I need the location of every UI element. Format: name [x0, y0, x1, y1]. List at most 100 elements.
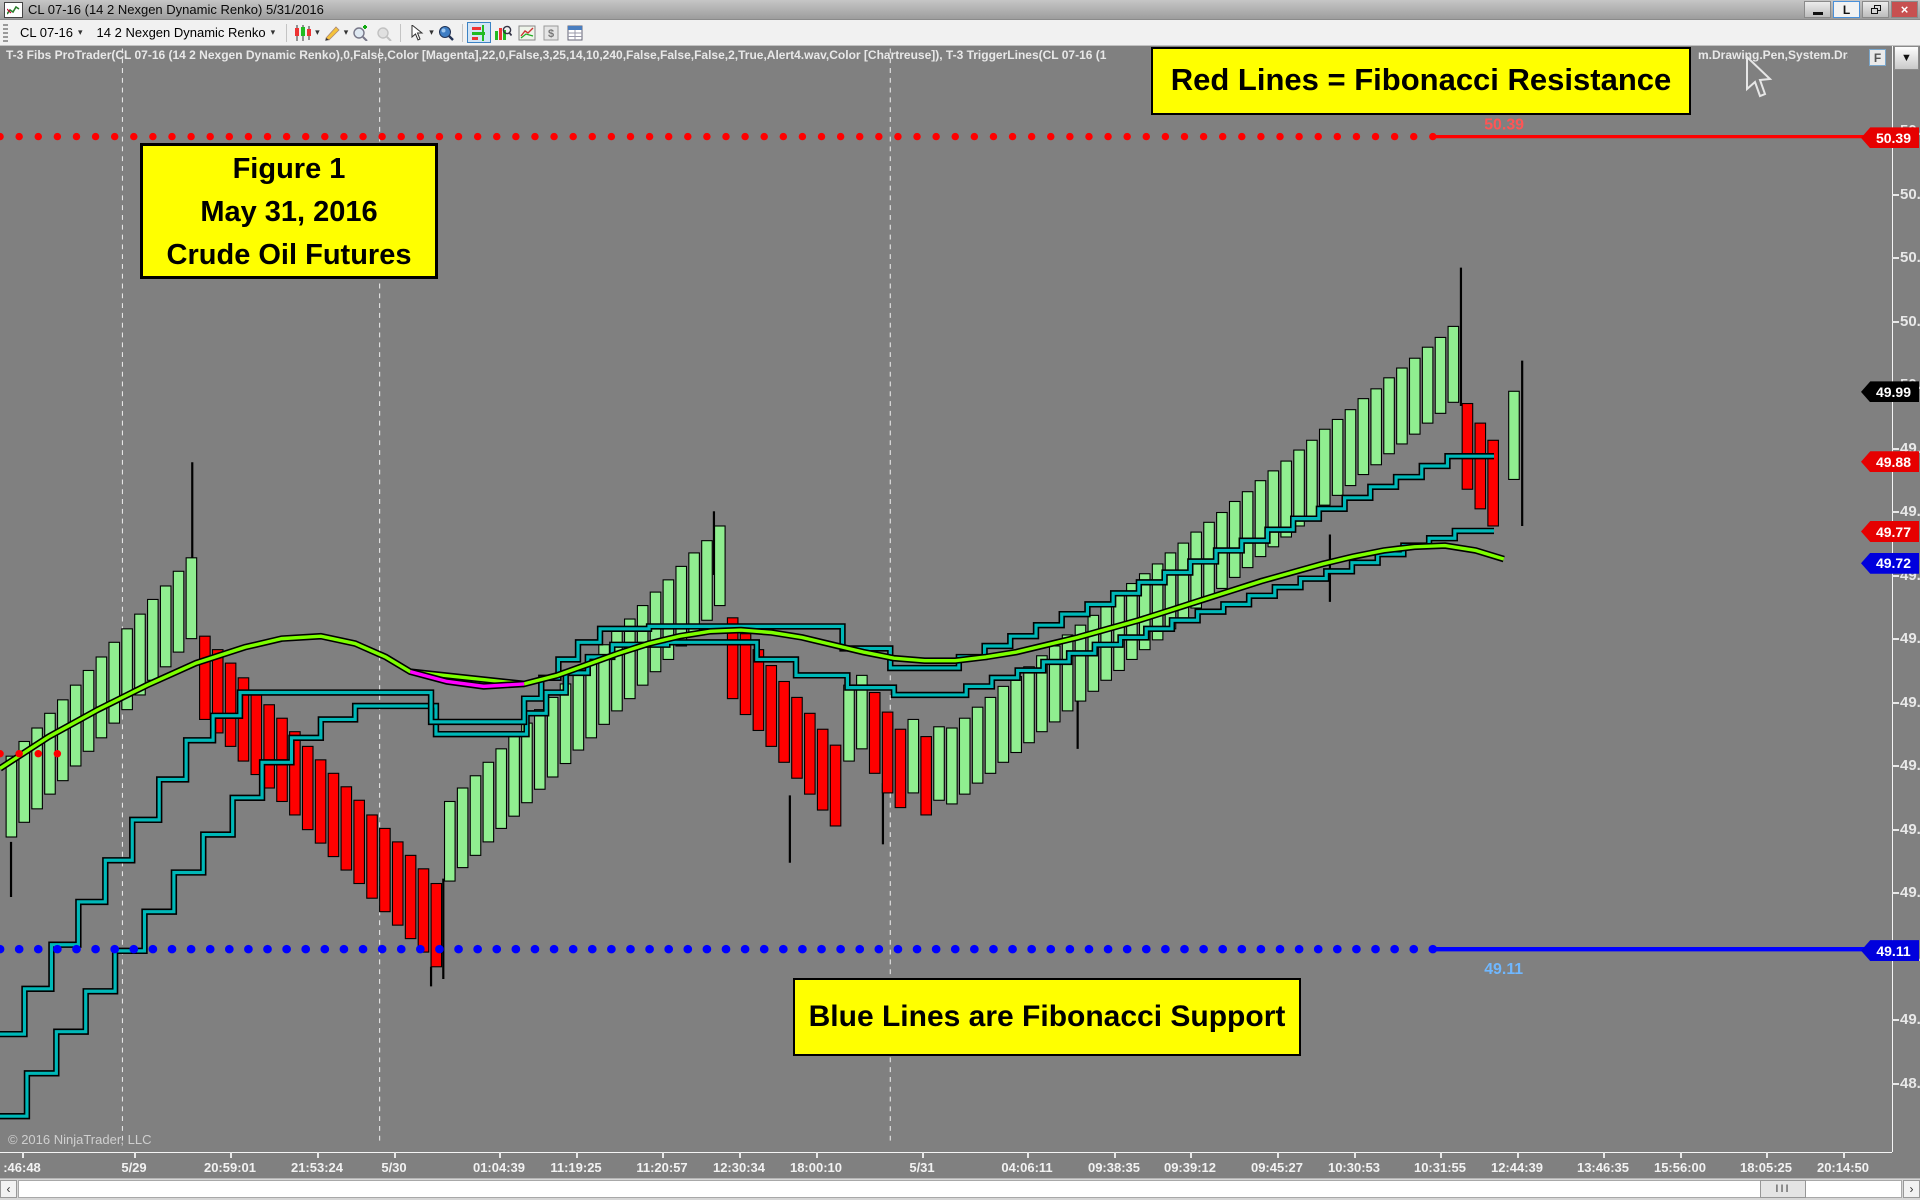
time-axis-label: 20:14:50 [1816, 1160, 1870, 1175]
instrument-selector[interactable]: CL 07-16 ▾ [13, 23, 90, 42]
scroll-right-button[interactable]: › [1903, 1180, 1920, 1198]
fixed-scale-button[interactable]: F [1869, 49, 1886, 66]
account-dollar-button[interactable]: $ [539, 22, 563, 43]
price-tick [1892, 257, 1899, 259]
time-axis-label: 09:38:35 [1087, 1160, 1141, 1175]
time-axis-label: 09:39:12 [1163, 1160, 1217, 1175]
data-series-button[interactable] [466, 22, 491, 43]
chart-canvas[interactable]: 50.39 49.11 [0, 46, 1892, 1148]
figure-annotation[interactable]: Figure 1 May 31, 2016 Crude Oil Futures [140, 143, 438, 279]
bars-period-icon [494, 25, 512, 40]
chart-style-button[interactable] [291, 22, 315, 43]
price-tick [1892, 574, 1899, 577]
fib-price-label: 50.39 [1484, 116, 1524, 133]
time-axis-label: 18:05:25 [1739, 1160, 1793, 1175]
time-tick [662, 1152, 664, 1158]
renko-brick [1293, 449, 1305, 527]
renko-brick [739, 633, 752, 716]
renko-brick [1023, 666, 1035, 744]
time-axis-label: 13:46:35 [1576, 1160, 1630, 1175]
renko-brick [1331, 418, 1344, 496]
price-axis-line [1892, 46, 1893, 1152]
time-tick [1517, 1152, 1519, 1158]
renko-brick [1370, 388, 1383, 466]
cursor-icon [411, 24, 424, 41]
renko-brick [765, 665, 778, 747]
data-grid-button[interactable] [563, 22, 587, 43]
renko-brick [1408, 357, 1421, 435]
renko-brick [701, 540, 713, 621]
renko-brick [31, 727, 43, 810]
renko-brick [469, 775, 482, 856]
chevron-down-icon[interactable]: ▾ [315, 27, 320, 37]
renko-brick [1241, 491, 1254, 569]
time-tick [1766, 1152, 1768, 1158]
price-marker: 50.39 [1861, 127, 1919, 149]
chart-style-icon [295, 24, 312, 41]
renko-brick [572, 669, 585, 751]
instrument-label: CL 07-16 [20, 25, 73, 40]
renko-brick [1151, 563, 1164, 641]
time-axis-label: 10:31:55 [1413, 1160, 1467, 1175]
chevron-down-icon[interactable]: ▾ [429, 27, 434, 37]
zoom-button[interactable] [434, 22, 458, 43]
renko-brick [1434, 336, 1447, 414]
time-axis-label: 20:59:01 [203, 1160, 257, 1175]
renko-brick [868, 691, 881, 774]
time-tick [1354, 1152, 1356, 1158]
time-tick [1843, 1152, 1845, 1158]
scrollbar-thumb[interactable]: III [1760, 1180, 1806, 1198]
renko-brick [1280, 460, 1293, 538]
renko-brick [508, 736, 520, 817]
svg-text:$: $ [548, 28, 554, 40]
renko-brick [533, 709, 546, 790]
renko-brick [984, 696, 997, 774]
restore-button[interactable] [1862, 1, 1889, 18]
time-tick [1027, 1152, 1029, 1158]
scrollbar-track[interactable] [18, 1180, 1902, 1198]
renko-brick [920, 736, 932, 816]
chart-snapshot-button[interactable] [515, 22, 539, 43]
close-button[interactable]: × [1891, 1, 1918, 18]
copyright-text: © 2016 NinjaTrader, LLC [8, 1132, 152, 1147]
remove-indicator-button[interactable] [372, 22, 396, 43]
renko-brick [199, 635, 211, 720]
minimize-button[interactable] [1804, 1, 1831, 18]
link-button[interactable]: L [1833, 1, 1860, 18]
renko-brick [1447, 325, 1460, 403]
renko-brick [95, 656, 108, 739]
renko-brick [1010, 676, 1022, 754]
restore-icon [1870, 5, 1881, 14]
renko-brick [1267, 470, 1280, 548]
title-bar[interactable]: CL 07-16 (14 2 Nexgen Dynamic Renko) 5/3… [0, 0, 1920, 20]
fib-price-label: 49.11 [1484, 961, 1523, 978]
renko-brick [5, 755, 18, 838]
renko-brick [108, 641, 121, 724]
toolbar-separator [461, 23, 463, 42]
price-tick-label: 49.20 [1900, 884, 1920, 901]
series-label: 14 2 Nexgen Dynamic Renko [96, 25, 266, 40]
scroll-left-button[interactable]: ‹ [0, 1180, 17, 1198]
renko-brick [1254, 480, 1267, 558]
renko-brick [958, 717, 971, 795]
cursor-button[interactable] [405, 22, 429, 43]
support-annotation[interactable]: Blue Lines are Fibonacci Support [793, 978, 1301, 1056]
figure-date: May 31, 2016 [200, 196, 378, 228]
renko-brick [598, 644, 610, 725]
resistance-annotation[interactable]: Red Lines = Fibonacci Resistance [1151, 47, 1691, 115]
renko-brick [159, 585, 172, 668]
chevron-down-icon[interactable]: ▾ [343, 27, 349, 37]
renko-brick [546, 696, 559, 778]
toolbar-grip[interactable] [3, 23, 8, 42]
trigger-line-slow [0, 529, 1495, 1118]
axis-dropdown-button[interactable]: ▼ [1894, 46, 1919, 70]
add-indicator-button[interactable] [348, 22, 372, 43]
renko-brick [353, 799, 365, 885]
renko-brick [147, 598, 159, 681]
time-axis-label: 5/31 [909, 1160, 935, 1175]
series-selector[interactable]: 14 2 Nexgen Dynamic Renko ▾ [90, 23, 283, 42]
bars-period-button[interactable] [491, 22, 515, 43]
drawing-tools-button[interactable] [320, 22, 344, 43]
account-dollar-icon: $ [543, 25, 559, 40]
